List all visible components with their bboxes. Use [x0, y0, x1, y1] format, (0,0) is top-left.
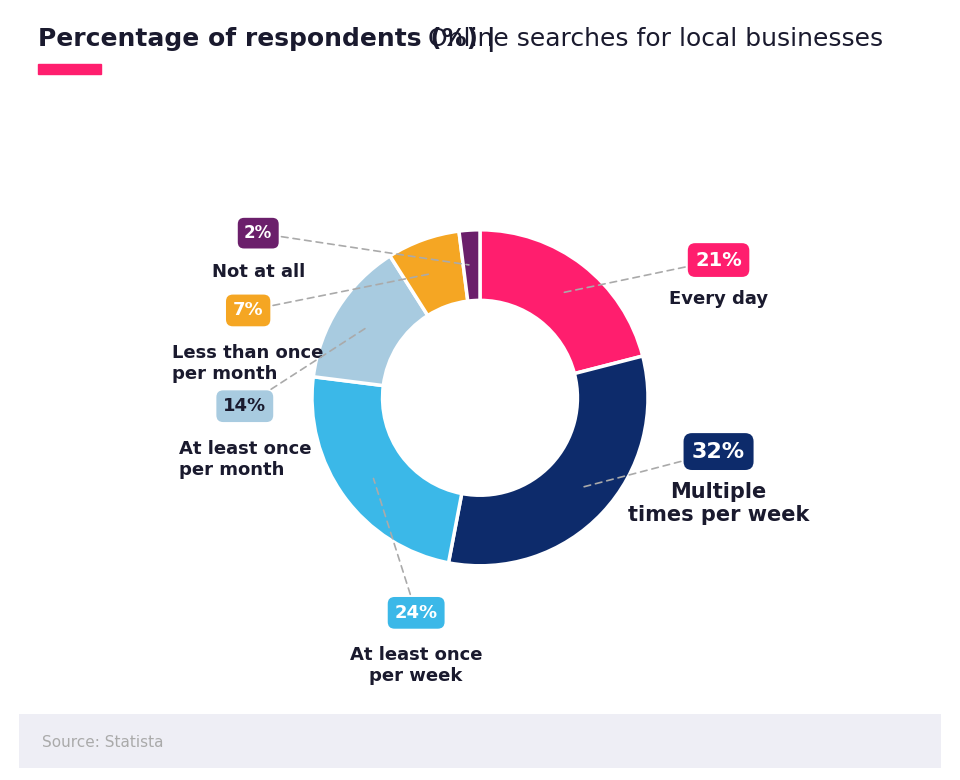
Text: 2%: 2% — [244, 224, 468, 265]
Wedge shape — [312, 377, 462, 563]
Text: Source: Statista: Source: Statista — [42, 735, 164, 750]
Wedge shape — [390, 231, 468, 316]
Text: Less than once
per month: Less than once per month — [173, 344, 324, 383]
Wedge shape — [480, 230, 643, 374]
Text: Online searches for local businesses: Online searches for local businesses — [420, 27, 883, 51]
Wedge shape — [459, 230, 480, 301]
Text: Percentage of respondents (%) |: Percentage of respondents (%) | — [38, 27, 496, 52]
Wedge shape — [448, 356, 648, 566]
Text: 32%: 32% — [580, 441, 745, 488]
Text: At least once
per month: At least once per month — [179, 440, 311, 479]
Text: 24%: 24% — [373, 478, 438, 622]
Text: At least once
per week: At least once per week — [349, 647, 483, 686]
Text: 14%: 14% — [224, 328, 366, 415]
Text: Not at all: Not at all — [211, 264, 305, 282]
Text: 7%: 7% — [233, 274, 432, 320]
Text: 21%: 21% — [564, 250, 742, 292]
Wedge shape — [313, 256, 428, 385]
Text: Every day: Every day — [669, 290, 768, 308]
Text: Multiple
times per week: Multiple times per week — [628, 482, 809, 525]
